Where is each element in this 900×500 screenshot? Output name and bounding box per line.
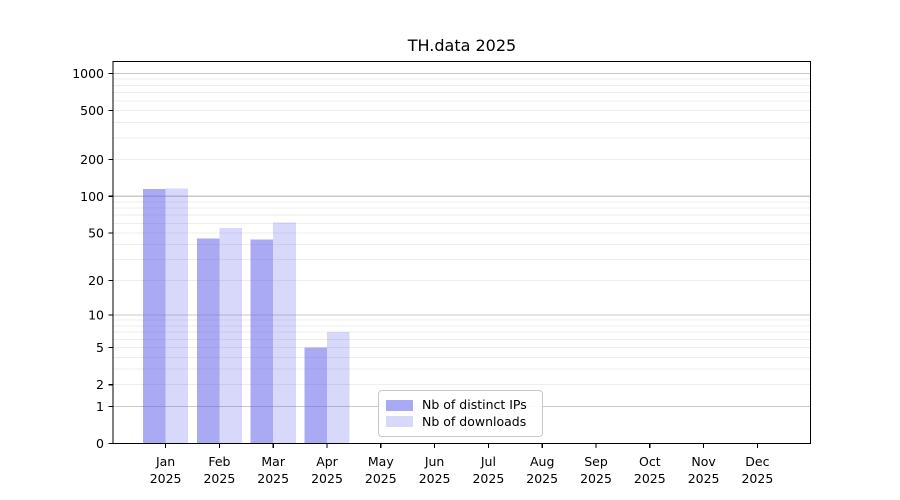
x-tick-label-feb: Feb 2025	[203, 454, 235, 486]
legend-label-downloads: Nb of downloads	[422, 413, 527, 429]
bar-nb-of-downloads-jan	[165, 188, 189, 444]
legend-item-distinct-ips: Nb of distinct IPs	[386, 397, 534, 412]
y-tick-label-50: 50	[88, 225, 104, 240]
y-tick-label-500: 500	[80, 103, 104, 118]
bar-nb-of-distinct-ips-feb	[196, 238, 220, 444]
bar-nb-of-downloads-apr	[327, 332, 350, 444]
y-tick-label-1000: 1000	[72, 66, 104, 81]
x-tick-label-dec: Dec 2025	[741, 454, 773, 486]
y-tick-label-200: 200	[80, 152, 104, 167]
y-tick-label-2: 2	[96, 377, 104, 392]
y-tick-label-1: 1	[96, 399, 104, 414]
y-tick-label-10: 10	[88, 308, 104, 323]
y-tick-label-0: 0	[96, 436, 104, 451]
legend-label-distinct-ips: Nb of distinct IPs	[422, 397, 527, 412]
legend: Nb of distinct IPs Nb of downloads	[378, 390, 543, 437]
x-tick-label-mar: Mar 2025	[257, 454, 289, 486]
y-tick-label-20: 20	[88, 273, 104, 288]
x-tick-label-jan: Jan 2025	[150, 454, 182, 486]
bar-nb-of-downloads-feb	[219, 227, 242, 444]
x-tick-label-apr: Apr 2025	[311, 454, 343, 486]
bar-nb-of-distinct-ips-mar	[250, 239, 274, 444]
y-tick-label-100: 100	[80, 189, 104, 204]
y-tick-label-5: 5	[96, 340, 104, 355]
x-tick-label-jun: Jun 2025	[419, 454, 451, 486]
x-tick-label-jul: Jul 2025	[472, 454, 504, 486]
legend-swatch-distinct-ips	[386, 399, 413, 411]
bar-nb-of-distinct-ips-jan	[143, 188, 166, 444]
chart-title: TH.data 2025	[407, 36, 517, 55]
plot-border	[112, 60, 812, 445]
x-tick-label-aug: Aug 2025	[526, 454, 558, 486]
legend-item-downloads: Nb of downloads	[386, 413, 534, 429]
x-tick-label-may: May 2025	[365, 454, 397, 486]
bar-nb-of-distinct-ips-apr	[304, 347, 327, 444]
x-tick-label-sep: Sep 2025	[580, 454, 612, 486]
legend-swatch-downloads	[386, 416, 413, 428]
bar-nb-of-downloads-mar	[273, 222, 296, 444]
x-tick-label-nov: Nov 2025	[688, 454, 720, 486]
x-tick-label-oct: Oct 2025	[634, 454, 666, 486]
